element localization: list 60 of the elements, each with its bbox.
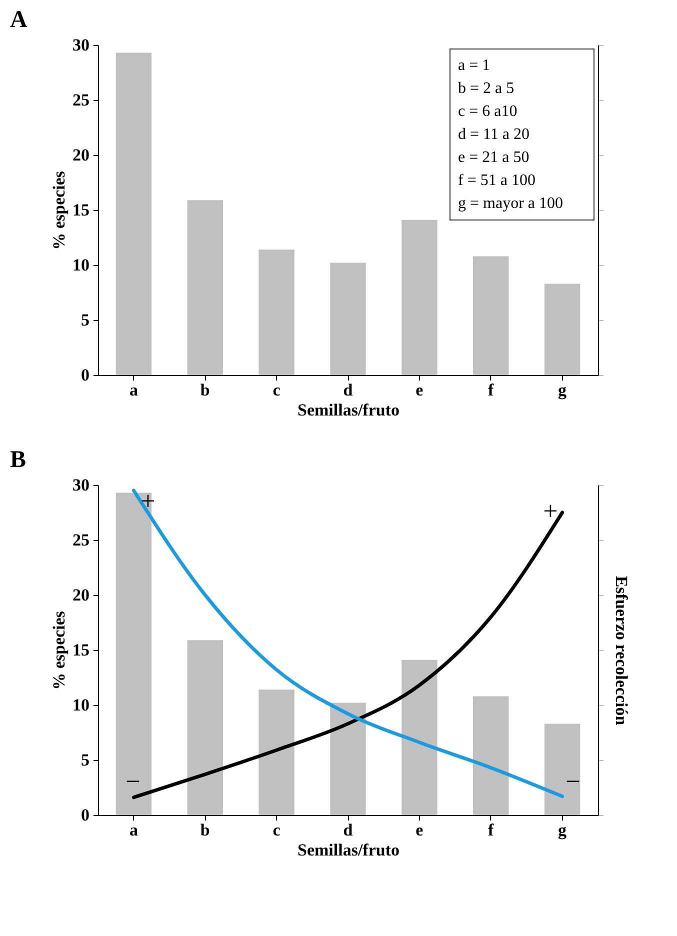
y-axis-title: % especies [50,170,68,250]
bar [187,640,223,815]
bar [258,690,294,815]
x-tick-label: c [272,820,281,840]
x-tick-label: d [343,820,354,840]
y-tick-label: 10 [72,696,90,714]
y-axis-title: % especies [50,610,68,690]
annotation: c = 6 a10 [458,103,518,120]
annotation: a = 1 [458,57,490,74]
annotation: + [543,496,558,526]
y-tick-label: 0 [81,366,90,384]
bar [330,702,366,815]
bar [116,492,152,815]
bar [544,284,580,375]
x-tick-label: g [558,820,568,840]
annotation: f = 51 a 100 [458,172,536,189]
y-tick-label: 5 [81,310,90,330]
x-tick-label: b [200,380,210,400]
x-tick-label: b [200,820,210,840]
y-tick-label: 15 [72,200,90,220]
annotation: − [566,767,580,796]
x-tick-label: e [416,820,424,840]
x-tick-label: d [343,380,354,400]
annotation: d = 11 a 20 [458,126,530,143]
bar [330,262,366,375]
annotation: + [140,486,156,516]
y-tick-label: 30 [72,36,90,54]
bar [473,696,509,815]
chart-title: B [10,447,26,473]
y-tick-label: 20 [72,586,90,604]
x-tick-label: c [272,380,281,400]
bar [402,660,438,815]
annotation: − [126,767,140,796]
annotation: e = 21 a 50 [458,149,530,166]
y-tick-label: 30 [72,476,90,494]
x-tick-label: g [558,380,568,400]
x-tick-label: e [416,380,424,400]
y-tick-label: 0 [81,806,90,824]
chart-title: A [10,7,28,33]
x-tick-label: f [488,380,494,400]
x-tick-label: a [129,820,138,840]
bar [116,52,152,375]
annotation: b = 2 a 5 [458,80,514,97]
bar [258,250,294,375]
x-tick-label: f [488,820,494,840]
x-axis-title: Semillas/fruto [298,840,400,860]
bar [544,724,580,815]
bar [187,200,223,375]
y-tick-label: 20 [72,146,90,164]
y-tick-label: 25 [72,530,90,550]
y-tick-label: 5 [81,750,90,770]
bar [402,220,438,375]
y-tick-label: 10 [72,256,90,274]
x-axis-title: Semillas/fruto [298,400,400,420]
y2-axis-title: Esfuerzo recolección [612,576,631,726]
x-tick-label: a [129,380,138,400]
annotation: g = mayor a 100 [458,195,563,212]
y-tick-label: 25 [72,90,90,110]
y-tick-label: 15 [72,640,90,660]
bar [473,256,509,375]
